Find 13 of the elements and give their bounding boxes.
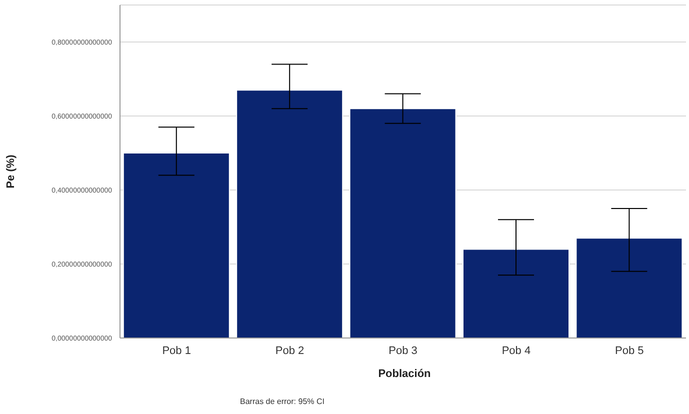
x-tick-label: Pob 5	[615, 344, 644, 357]
bar	[349, 108, 456, 338]
bar	[236, 90, 344, 338]
bar	[122, 152, 230, 338]
y-axis-title: Pe (%)	[4, 154, 17, 188]
x-tick-label: Pob 4	[502, 344, 531, 357]
text: Barras de error: 95% CI	[240, 397, 324, 406]
x-axis-title: Población	[377, 368, 432, 380]
x-tick-label: Pob 3	[388, 344, 418, 357]
bar	[462, 248, 570, 338]
x-tick-label: Pob 1	[162, 344, 191, 357]
x-tick-label: Pob 2	[275, 344, 304, 357]
bar	[576, 238, 683, 338]
